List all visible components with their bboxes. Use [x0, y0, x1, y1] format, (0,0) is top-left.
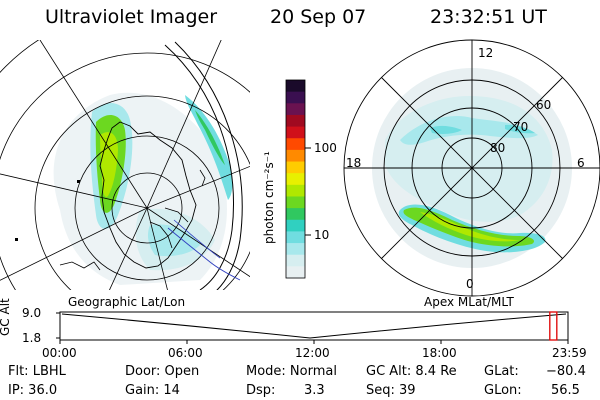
glat-info-label: GLat: [484, 364, 519, 379]
seq-info: Seq: 39 [366, 383, 416, 398]
timeline-xtick-0000: 00:00 [42, 346, 77, 360]
colorbar-segment [286, 91, 305, 104]
colorbar-label-100: 100 [314, 141, 337, 155]
timeline-ylabel: GC Alt [0, 298, 12, 336]
colorbar-segment [286, 231, 305, 244]
date-label: 20 Sep 07 [270, 6, 367, 28]
time-label: 23:32:51 UT [430, 6, 547, 28]
current-time-marker [549, 311, 558, 341]
mlt-label-6: 6 [577, 156, 585, 170]
orbit-altitude-curve [61, 313, 567, 339]
colorbar-segment [286, 114, 305, 128]
mlat-label-70: 70 [513, 120, 529, 134]
geographic-map [0, 40, 250, 290]
colorbar-segment [286, 196, 305, 209]
mlt-label-12: 12 [478, 46, 494, 60]
apex-panel-label: Apex MLat/MLT [424, 295, 514, 309]
colorbar-unit-label: photon cm⁻²s⁻¹ [262, 151, 276, 244]
mlat-label-80: 80 [490, 141, 506, 155]
glon-info-label: GLon: [484, 383, 522, 398]
ip-info: IP: 36.0 [8, 383, 58, 398]
dsp-info-label: Dsp: [246, 383, 276, 398]
glat-info-value: −80.4 [546, 364, 586, 379]
instrument-title: Ultraviolet Imager [45, 6, 218, 28]
glon-info-value: 56.5 [551, 383, 580, 398]
colorbar-segment [286, 219, 305, 233]
gain-info: Gain: 14 [125, 383, 180, 398]
mode-info: Mode: Normal [246, 364, 337, 379]
timeline-frame [59, 311, 569, 341]
timeline-ytick-top: 9.0 [22, 306, 42, 320]
colorbar-segment [286, 243, 305, 256]
timeline-ytick-bottom: 1.8 [22, 331, 42, 345]
colorbar-segment [286, 184, 305, 198]
timeline-xtick-2359: 23:59 [552, 346, 587, 360]
colorbar-segment [286, 80, 305, 93]
colorbar-segment [286, 149, 305, 163]
geographic-panel-label: Geographic Lat/Lon [68, 295, 186, 309]
timeline-xtick-0600: 06:00 [168, 346, 203, 360]
gc-alt-info: GC Alt: 8.4 Re [366, 364, 457, 379]
timeline-ticks [56, 312, 569, 344]
colorbar-segment [286, 103, 305, 116]
colorbar-segment [286, 161, 305, 174]
mlat-label-60: 60 [536, 98, 552, 112]
colorbar-segment [286, 126, 305, 139]
colorbar-segment [286, 266, 305, 279]
timeline-xtick-1200: 12:00 [295, 346, 330, 360]
color-scale-bar [286, 80, 305, 279]
colorbar-segment [286, 138, 305, 151]
colorbar-segment [286, 254, 305, 267]
colorbar-label-10: 10 [314, 228, 330, 242]
colorbar-segment [286, 208, 305, 221]
polar-grid [343, 39, 600, 297]
dsp-info-value: 3.3 [304, 383, 325, 398]
mlt-label-18: 18 [346, 156, 362, 170]
colorbar-segment [286, 173, 305, 186]
door-info: Door: Open [125, 364, 200, 379]
mlt-label-0: 0 [466, 277, 474, 291]
timeline-xtick-1800: 18:00 [422, 346, 457, 360]
filter-info: Flt: LBHL [8, 364, 66, 379]
